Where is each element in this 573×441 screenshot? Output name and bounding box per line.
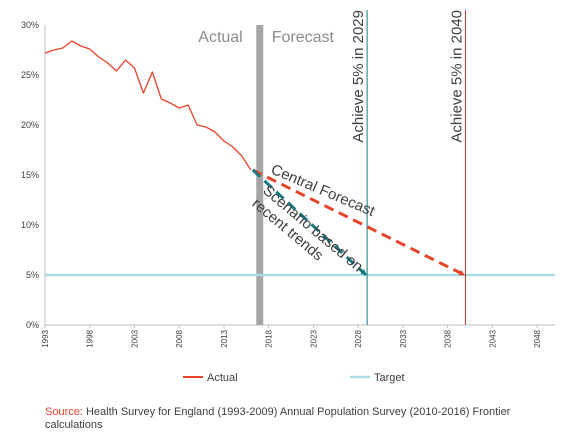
y-tick-label: 25%: [21, 70, 39, 80]
x-tick-label: 2013: [220, 329, 229, 347]
x-tick-label: 1993: [41, 329, 50, 347]
y-tick-label: 30%: [21, 20, 39, 30]
y-tick-labels: 0% 5% 10% 15% 20% 25% 30%: [21, 20, 39, 330]
y-tick-label: 5%: [26, 270, 39, 280]
region-label-forecast: Forecast: [272, 29, 335, 46]
legend-label-actual: Actual: [207, 372, 238, 384]
actual-series-line: [44, 40, 252, 171]
marker-label-2029: Achieve 5% in 2029: [350, 10, 367, 143]
source-text: Health Survey for England (1993-2009) An…: [45, 406, 511, 431]
scenario-forecast-arrow: [251, 168, 368, 277]
y-tick-label: 20%: [21, 120, 39, 130]
marker-label-2040: Achieve 5% in 2040: [449, 10, 466, 143]
legend-label-target: Target: [374, 372, 405, 384]
y-tick-label: 0%: [26, 320, 39, 330]
x-tick-label: 2003: [130, 329, 139, 347]
x-tick-label: 2038: [444, 329, 453, 347]
y-tick-label: 15%: [21, 170, 39, 180]
legend: Actual Target: [183, 372, 405, 384]
x-tick-label: 2008: [175, 329, 184, 347]
x-tick-label: 2043: [488, 329, 497, 347]
source-label: Source:: [45, 406, 83, 418]
region-label-actual: Actual: [198, 29, 242, 46]
source-note: Source: Health Survey for England (1993-…: [45, 406, 555, 432]
x-tick-label: 2028: [354, 329, 363, 347]
x-tick-label: 2048: [533, 329, 542, 347]
x-tick-label: 2023: [309, 329, 318, 347]
x-tick-label: 1998: [86, 329, 95, 347]
x-tick-label: 2018: [265, 329, 274, 347]
x-tick-label: 2033: [399, 329, 408, 347]
central-forecast-arrow: [252, 168, 466, 277]
x-tick-labels: 1993 1998 2003 2008 2013 2018 2023 2028 2033 2038…: [41, 325, 542, 348]
y-tick-label: 10%: [21, 220, 39, 230]
